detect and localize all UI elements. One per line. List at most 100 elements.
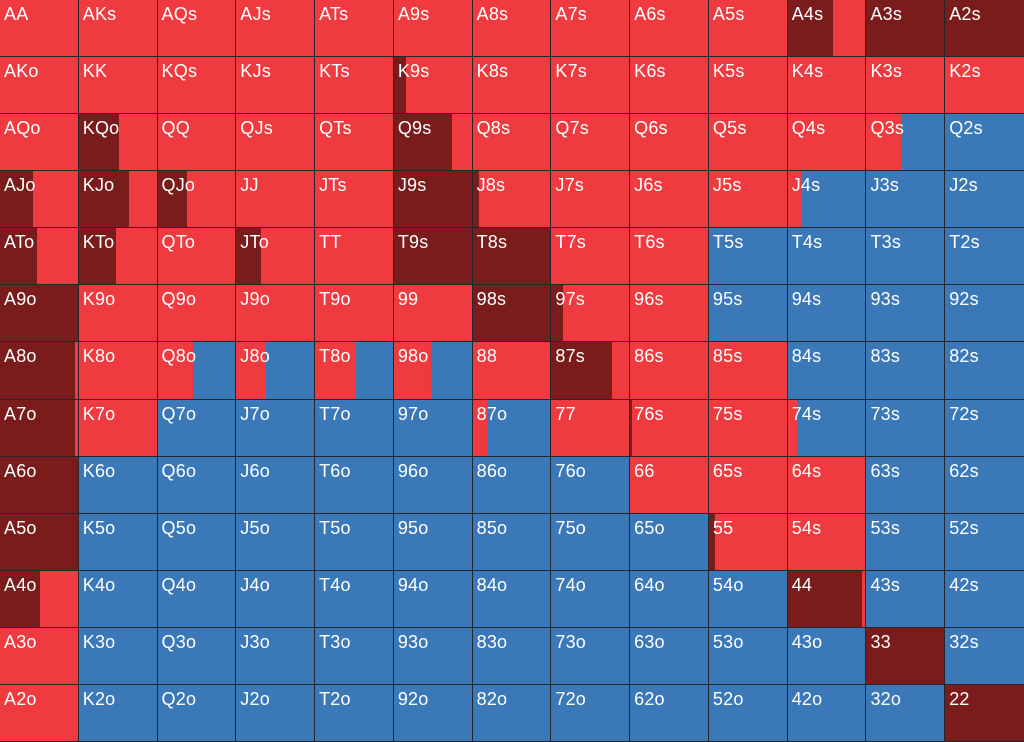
hand-cell[interactable]: 97s: [551, 285, 631, 343]
hand-cell[interactable]: JJ: [236, 171, 316, 229]
hand-cell[interactable]: 73o: [551, 627, 631, 685]
hand-cell[interactable]: J7o: [236, 399, 316, 457]
hand-cell[interactable]: Q5s: [708, 114, 788, 172]
hand-cell[interactable]: ATo: [0, 228, 79, 286]
hand-cell[interactable]: KQo: [78, 114, 158, 172]
hand-cell[interactable]: K9s: [393, 57, 473, 115]
hand-cell[interactable]: 83s: [866, 342, 946, 400]
hand-cell[interactable]: T7o: [315, 399, 394, 457]
hand-cell[interactable]: T3s: [866, 228, 946, 286]
hand-cell[interactable]: KK: [78, 57, 158, 115]
hand-cell[interactable]: A5s: [708, 0, 788, 58]
hand-cell[interactable]: J9s: [393, 171, 473, 229]
hand-cell[interactable]: KTs: [315, 57, 394, 115]
hand-cell[interactable]: 73s: [866, 399, 946, 457]
hand-cell[interactable]: Q3s: [866, 114, 946, 172]
hand-cell[interactable]: 66: [630, 456, 709, 514]
hand-cell[interactable]: T2s: [945, 228, 1024, 286]
hand-cell[interactable]: Q3o: [157, 627, 237, 685]
hand-cell[interactable]: 53s: [866, 513, 946, 571]
hand-cell[interactable]: Q2o: [157, 684, 237, 742]
hand-cell[interactable]: Q6o: [157, 456, 237, 514]
hand-cell[interactable]: JTo: [236, 228, 316, 286]
hand-cell[interactable]: J4s: [787, 171, 867, 229]
hand-cell[interactable]: T7s: [551, 228, 631, 286]
hand-cell[interactable]: Q9s: [393, 114, 473, 172]
hand-cell[interactable]: 65o: [630, 513, 709, 571]
hand-cell[interactable]: KTo: [78, 228, 158, 286]
hand-cell[interactable]: J8o: [236, 342, 316, 400]
hand-cell[interactable]: J6o: [236, 456, 316, 514]
hand-cell[interactable]: 95o: [393, 513, 473, 571]
hand-cell[interactable]: 87s: [551, 342, 631, 400]
hand-cell[interactable]: A3s: [866, 0, 946, 58]
hand-cell[interactable]: KJs: [236, 57, 316, 115]
hand-cell[interactable]: 92o: [393, 684, 473, 742]
hand-cell[interactable]: K3o: [78, 627, 158, 685]
hand-cell[interactable]: A5o: [0, 513, 79, 571]
hand-cell[interactable]: AKs: [78, 0, 158, 58]
hand-cell[interactable]: 95s: [708, 285, 788, 343]
hand-cell[interactable]: K5s: [708, 57, 788, 115]
hand-cell[interactable]: QJs: [236, 114, 316, 172]
hand-cell[interactable]: 82s: [945, 342, 1024, 400]
hand-cell[interactable]: K6s: [630, 57, 709, 115]
hand-cell[interactable]: 82o: [472, 684, 552, 742]
hand-cell[interactable]: 75s: [708, 399, 788, 457]
hand-cell[interactable]: 32s: [945, 627, 1024, 685]
hand-cell[interactable]: ATs: [315, 0, 394, 58]
hand-cell[interactable]: A4s: [787, 0, 867, 58]
hand-cell[interactable]: A7s: [551, 0, 631, 58]
hand-cell[interactable]: K2o: [78, 684, 158, 742]
hand-cell[interactable]: 62o: [630, 684, 709, 742]
hand-cell[interactable]: T4o: [315, 570, 394, 628]
hand-cell[interactable]: A8o: [0, 342, 79, 400]
hand-cell[interactable]: 54o: [708, 570, 788, 628]
hand-cell[interactable]: K2s: [945, 57, 1024, 115]
hand-cell[interactable]: J9o: [236, 285, 316, 343]
hand-cell[interactable]: 62s: [945, 456, 1024, 514]
hand-cell[interactable]: 43s: [866, 570, 946, 628]
hand-cell[interactable]: 44: [787, 570, 867, 628]
hand-cell[interactable]: 64o: [630, 570, 709, 628]
hand-cell[interactable]: A9o: [0, 285, 79, 343]
hand-cell[interactable]: AQs: [157, 0, 237, 58]
hand-cell[interactable]: 84s: [787, 342, 867, 400]
hand-cell[interactable]: JTs: [315, 171, 394, 229]
hand-cell[interactable]: KQs: [157, 57, 237, 115]
hand-cell[interactable]: 77: [551, 399, 631, 457]
hand-cell[interactable]: 93o: [393, 627, 473, 685]
hand-cell[interactable]: Q7o: [157, 399, 237, 457]
hand-cell[interactable]: K3s: [866, 57, 946, 115]
hand-cell[interactable]: 86o: [472, 456, 552, 514]
hand-cell[interactable]: K7o: [78, 399, 158, 457]
hand-cell[interactable]: A2o: [0, 684, 79, 742]
hand-cell[interactable]: 52o: [708, 684, 788, 742]
hand-cell[interactable]: 22: [945, 684, 1024, 742]
hand-cell[interactable]: A9s: [393, 0, 473, 58]
hand-cell[interactable]: AJo: [0, 171, 79, 229]
hand-cell[interactable]: 53o: [708, 627, 788, 685]
hand-cell[interactable]: Q8o: [157, 342, 237, 400]
hand-cell[interactable]: 85s: [708, 342, 788, 400]
hand-cell[interactable]: 94s: [787, 285, 867, 343]
hand-cell[interactable]: 96s: [630, 285, 709, 343]
hand-cell[interactable]: 98o: [393, 342, 473, 400]
hand-cell[interactable]: 88: [472, 342, 552, 400]
hand-cell[interactable]: 33: [866, 627, 946, 685]
hand-cell[interactable]: T9o: [315, 285, 394, 343]
hand-cell[interactable]: K6o: [78, 456, 158, 514]
hand-cell[interactable]: 97o: [393, 399, 473, 457]
hand-cell[interactable]: J2s: [945, 171, 1024, 229]
hand-cell[interactable]: Q8s: [472, 114, 552, 172]
hand-cell[interactable]: 63s: [866, 456, 946, 514]
hand-cell[interactable]: 76s: [630, 399, 709, 457]
hand-cell[interactable]: Q7s: [551, 114, 631, 172]
hand-cell[interactable]: 42s: [945, 570, 1024, 628]
hand-cell[interactable]: 74s: [787, 399, 867, 457]
hand-cell[interactable]: T8o: [315, 342, 394, 400]
hand-cell[interactable]: A3o: [0, 627, 79, 685]
hand-cell[interactable]: T5s: [708, 228, 788, 286]
hand-cell[interactable]: 32o: [866, 684, 946, 742]
hand-cell[interactable]: J6s: [630, 171, 709, 229]
